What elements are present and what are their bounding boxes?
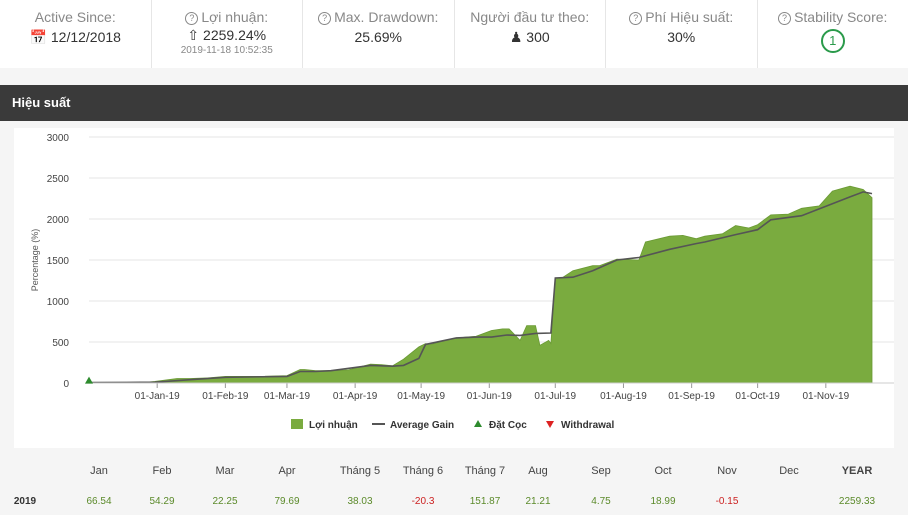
x-tick-label: 01-Jul-19 <box>534 391 576 402</box>
calendar-icon: 📅 <box>29 29 47 45</box>
legend-label: Average Gain <box>390 420 454 431</box>
performance-chart: 0 500 1000 1500 2000 2500 3000 Percentage (%) 01… <box>30 133 894 431</box>
help-icon[interactable]: ? <box>629 12 643 25</box>
stat-value: 25.69% <box>354 29 402 45</box>
month-value: 18.99 <box>650 496 676 507</box>
legend-label: Withdrawal <box>561 420 614 431</box>
month-value: -20.3 <box>411 496 435 507</box>
deposit-marker <box>85 376 93 384</box>
stat-value: 2259.24% <box>203 27 267 43</box>
month-header: Oct <box>654 465 672 477</box>
month-value: 66.54 <box>86 496 112 507</box>
chart-legend: Lợi nhuận Average Gain Đặt Cọc Withdrawal <box>291 419 614 431</box>
stat-profit: ? Lợi nhuận: ⇧ 2259.24% 2019-11-18 10:52:… <box>152 0 303 68</box>
y-axis-label: Percentage (%) <box>30 229 40 292</box>
x-tick-label: 01-Mar-19 <box>264 391 311 402</box>
section-title: Hiệu suất <box>12 95 71 110</box>
month-value: 151.87 <box>469 496 501 507</box>
stats-bar: Active Since: 📅 12/12/2018 ? Lợi nhuận: ⇧… <box>0 0 908 68</box>
help-icon[interactable]: ? <box>778 12 792 25</box>
stat-active-since: Active Since: 📅 12/12/2018 <box>0 0 152 68</box>
stability-score-badge: 1 <box>820 29 845 53</box>
stat-stability-score: ? Stability Score: 1 <box>758 0 908 68</box>
arrow-up-circle-icon: ⇧ <box>187 27 200 43</box>
x-tick-label: 01-Aug-19 <box>600 391 647 402</box>
month-header: Apr <box>278 465 296 477</box>
x-tick-label: 01-Nov-19 <box>802 391 849 402</box>
month-value: 4.75 <box>591 496 611 507</box>
month-value: 79.69 <box>274 496 300 507</box>
user-icon: ♟ <box>509 29 523 45</box>
stat-value: 12/12/2018 <box>50 29 121 45</box>
chart-panel: 0 500 1000 1500 2000 2500 3000 Percentage (%) 01… <box>14 128 894 448</box>
month-value: 54.29 <box>149 496 175 507</box>
x-tick-label: 01-Feb-19 <box>202 391 249 402</box>
legend-deposit-icon <box>474 420 482 427</box>
y-tick-label: 1000 <box>47 297 70 308</box>
stat-label: Người đầu tư theo: <box>470 9 590 25</box>
section-header: Hiệu suất <box>0 85 908 121</box>
month-header: Sep <box>591 465 611 477</box>
stat-value: 30% <box>667 29 696 45</box>
monthly-returns-table: Jan Feb Mar Apr Tháng 5 Tháng 6 Tháng 7 Aug Sep O… <box>0 458 908 515</box>
x-tick-label: 01-Apr-19 <box>333 391 378 402</box>
month-header: Feb <box>152 465 172 477</box>
legend-withdrawal-icon <box>546 421 554 428</box>
month-value: 38.03 <box>347 496 373 507</box>
y-tick-label: 2000 <box>47 215 70 226</box>
month-header: Tháng 6 <box>402 465 444 477</box>
month-value: -0.15 <box>715 496 739 507</box>
x-tick-label: 01-Oct-19 <box>735 391 780 402</box>
help-icon[interactable]: ? <box>318 12 332 25</box>
stat-performance-fee: ? Phí Hiệu suất: 30% <box>606 0 758 68</box>
stat-max-drawdown: ? Max. Drawdown: 25.69% <box>303 0 455 68</box>
x-tick-label: 01-Jun-19 <box>467 391 512 402</box>
y-tick-label: 0 <box>63 379 69 390</box>
y-tick-label: 1500 <box>47 256 70 267</box>
y-tick-label: 3000 <box>47 133 70 144</box>
profit-area-series <box>88 185 873 384</box>
month-header: Dec <box>779 465 799 477</box>
month-value: 2259.33 <box>838 496 876 507</box>
stat-label: Active Since: <box>34 9 116 25</box>
month-value: 22.25 <box>212 496 238 507</box>
stat-timestamp: 2019-11-18 10:52:35 <box>180 45 273 56</box>
stat-label: Phí Hiệu suất: <box>645 9 734 25</box>
month-header: Tháng 7 <box>464 465 506 477</box>
average-gain-line <box>88 191 873 384</box>
month-header: YEAR <box>841 465 873 477</box>
stat-followers: Người đầu tư theo: ♟ 300 <box>455 0 606 68</box>
legend-label: Lợi nhuận <box>309 420 358 431</box>
legend-label: Đặt Cọc <box>489 420 527 431</box>
stat-value: 300 <box>526 29 550 45</box>
help-icon[interactable]: ? <box>185 12 199 25</box>
y-tick-label: 500 <box>52 338 69 349</box>
month-header: Aug <box>528 465 548 477</box>
stat-label: Lợi nhuận: <box>201 9 269 25</box>
stat-label: Max. Drawdown: <box>334 9 439 25</box>
x-tick-label: 01-Sep-19 <box>668 391 715 402</box>
x-tick-label: 01-Jan-19 <box>135 391 180 402</box>
month-header: Tháng 5 <box>339 465 381 477</box>
stat-label: Stability Score: <box>794 9 888 25</box>
month-header: Mar <box>215 465 235 477</box>
month-value: 21.21 <box>525 496 551 507</box>
legend-profit-swatch <box>291 419 303 429</box>
month-header: Nov <box>717 465 737 477</box>
month-header: Jan <box>90 465 108 477</box>
x-tick-label: 01-May-19 <box>397 391 445 402</box>
year-label: 2019 <box>13 496 37 507</box>
y-tick-label: 2500 <box>47 174 70 185</box>
